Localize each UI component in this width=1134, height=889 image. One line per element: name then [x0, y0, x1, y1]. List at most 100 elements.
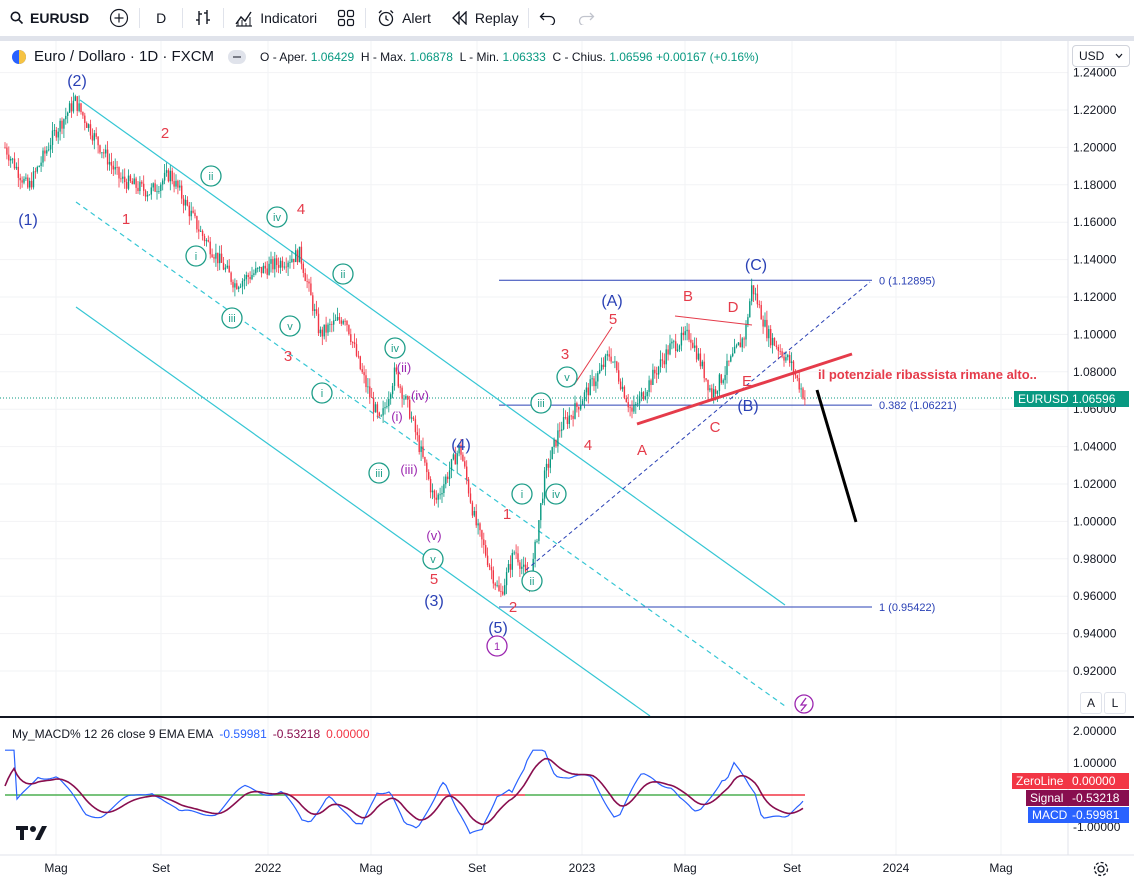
candle-body	[610, 356, 612, 362]
candle-body	[494, 583, 496, 586]
candle-body	[756, 293, 759, 305]
toolbar-divider	[528, 8, 530, 28]
candle-body	[509, 564, 512, 570]
price-tick-label: 0.92000	[1073, 664, 1117, 678]
signal-tag: Signal	[1026, 790, 1068, 806]
candle-body	[604, 355, 607, 367]
candle-body	[70, 103, 73, 112]
pane-separator[interactable]	[0, 716, 1134, 718]
templates-button[interactable]	[327, 0, 365, 36]
undo-button[interactable]	[529, 0, 567, 36]
wave-label-circle	[556, 366, 578, 388]
interval-button[interactable]: D	[140, 0, 182, 36]
chart-type-button[interactable]	[183, 0, 223, 36]
candle-body	[593, 378, 595, 387]
candle-body	[105, 149, 107, 154]
candle-body	[800, 388, 802, 390]
candle-body	[122, 176, 124, 179]
candle-body	[179, 185, 181, 188]
high-value: 1.06878	[409, 49, 453, 64]
candle-body	[139, 181, 141, 192]
candle-body	[737, 342, 740, 346]
candle-body	[547, 463, 550, 468]
candle-body	[726, 360, 728, 375]
change-value: +0.00167 (+0.16%)	[655, 49, 759, 64]
candle-body	[477, 523, 479, 526]
alert-button[interactable]: Alert	[366, 0, 441, 36]
candle-body	[625, 398, 627, 403]
candle-body	[276, 258, 278, 265]
symbol-search[interactable]: EURUSD	[0, 0, 99, 36]
candle-body	[211, 254, 213, 258]
candle-body	[10, 158, 12, 161]
candle-body	[393, 367, 396, 386]
collapse-legend-button[interactable]	[228, 49, 247, 64]
wave-label-circle	[422, 548, 444, 570]
candle-body	[540, 503, 542, 521]
settings-gear-icon[interactable]	[1092, 860, 1110, 883]
toolbar-border	[0, 37, 1134, 41]
candle-body	[285, 266, 287, 268]
candle-body	[775, 345, 778, 347]
compare-symbol-button[interactable]	[99, 0, 139, 36]
candle-body	[536, 540, 538, 542]
candle-body	[496, 585, 498, 586]
wave-label: (3)	[424, 593, 444, 610]
candle-body	[711, 388, 713, 398]
candle-body	[707, 379, 709, 391]
candle-body	[754, 293, 757, 295]
candle-body	[724, 374, 726, 381]
wave-label: i	[321, 388, 323, 400]
candle-body	[441, 492, 443, 495]
candle-body	[462, 454, 464, 462]
candle-body	[274, 258, 276, 270]
currency-button[interactable]: USD	[1072, 45, 1130, 67]
auto-scale-button[interactable]: A	[1080, 692, 1102, 714]
candle-body	[30, 180, 33, 188]
candle-body	[46, 150, 48, 154]
log-scale-button[interactable]: L	[1104, 692, 1126, 714]
rewind-icon	[451, 11, 467, 25]
candle-body	[722, 380, 724, 383]
candle-body	[27, 177, 29, 188]
price-tick-label: 1.16000	[1073, 215, 1117, 229]
candle-body	[448, 470, 451, 480]
candle-body	[11, 158, 14, 160]
candle-body	[618, 370, 620, 382]
channel-mid-line	[75, 201, 786, 707]
candle-body	[407, 396, 409, 400]
indicators-button[interactable]: Indicatori	[224, 0, 327, 36]
candle-body	[163, 172, 166, 181]
annotation-text: il potenziale ribassista rimane alto..	[818, 367, 1037, 382]
candle-body	[344, 320, 346, 322]
redo-button[interactable]	[567, 0, 605, 36]
candle-body	[116, 166, 118, 168]
wave-label: 1	[494, 641, 500, 653]
candle-body	[694, 345, 696, 348]
replay-button[interactable]: Replay	[441, 0, 529, 36]
candle-body	[129, 175, 132, 182]
time-tick-label: Set	[152, 861, 171, 875]
candle-body	[416, 432, 418, 436]
candle-body	[735, 345, 738, 347]
candle-body	[205, 240, 208, 242]
candle-body	[789, 355, 791, 363]
candle-body	[633, 404, 635, 412]
candle-body	[367, 386, 369, 388]
candle-body	[637, 403, 639, 405]
candle-body	[369, 386, 371, 398]
candle-body	[464, 461, 466, 467]
wave-label: iii	[375, 468, 382, 480]
candle-body	[545, 463, 548, 471]
candle-body	[255, 268, 257, 274]
candle-body	[507, 564, 510, 573]
candle-body	[181, 185, 183, 199]
candle-body	[245, 274, 247, 280]
candle-body	[557, 430, 559, 447]
candle-body	[538, 520, 540, 541]
candle-body	[635, 403, 637, 405]
candle-body	[87, 124, 90, 128]
candle-body	[148, 194, 151, 196]
wave-label-circle	[221, 307, 243, 329]
